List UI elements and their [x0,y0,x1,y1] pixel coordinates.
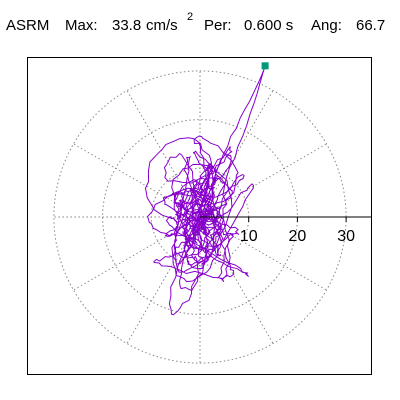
max-unit: cm/s [146,17,178,34]
peak-marker-group [261,62,269,70]
grid-spoke [199,143,327,218]
radial-tick-label: 10 [240,228,258,245]
angle-value: 66.7 [356,17,386,34]
record-type-label: ASRM [6,17,50,34]
radial-tick-label: 30 [337,228,355,245]
polar-plot-frame: 10 20 30 [27,57,372,375]
radial-tick-label: 20 [289,228,307,245]
orbit-path [145,65,266,316]
peak-marker [261,62,269,70]
orbit-trace [145,65,266,316]
radial-axis: 10 20 30 [200,216,371,245]
polar-plot: 10 20 30 [53,62,371,364]
plot-header: ASRM Max: 33.8 cm/s 2 Per: 0.600 s Ang: … [6,11,398,39]
period-value: 0.600 s [244,17,294,34]
max-unit-exponent: 2 [187,11,194,23]
max-label: Max: [65,17,98,34]
grid-spoke [126,90,201,218]
period-label: Per: [204,17,232,34]
angle-label: Ang: [311,17,342,34]
max-value: 33.8 [112,17,142,34]
